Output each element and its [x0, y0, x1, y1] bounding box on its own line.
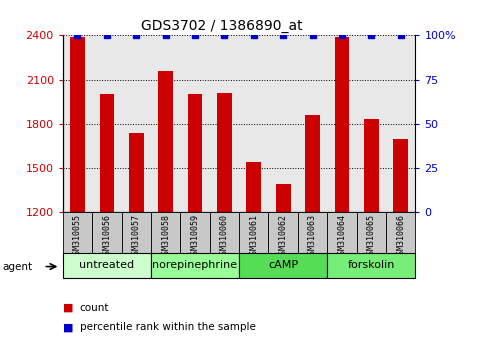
Text: percentile rank within the sample: percentile rank within the sample — [80, 322, 256, 332]
Text: GSM310062: GSM310062 — [279, 215, 288, 259]
Bar — [239, 253, 327, 278]
Bar — [158, 71, 173, 212]
Bar — [393, 139, 408, 212]
Text: untreated: untreated — [79, 261, 134, 270]
Text: GSM310066: GSM310066 — [396, 215, 405, 259]
Bar — [217, 93, 232, 212]
Bar — [129, 133, 143, 212]
Text: count: count — [80, 303, 109, 313]
Bar — [386, 212, 415, 253]
Bar — [70, 37, 85, 212]
Text: cAMP: cAMP — [268, 261, 298, 270]
Bar — [151, 212, 180, 253]
Bar — [122, 212, 151, 253]
Bar — [305, 115, 320, 212]
Bar — [364, 120, 379, 212]
Bar — [99, 95, 114, 212]
Text: ■: ■ — [63, 322, 73, 332]
Bar — [327, 212, 356, 253]
Text: GSM310059: GSM310059 — [190, 215, 199, 259]
Bar — [188, 95, 202, 212]
Text: GSM310064: GSM310064 — [338, 215, 346, 259]
Text: GSM310061: GSM310061 — [249, 215, 258, 259]
Text: GSM310060: GSM310060 — [220, 215, 229, 259]
Bar — [269, 212, 298, 253]
Text: GSM310058: GSM310058 — [161, 215, 170, 259]
Bar — [356, 212, 386, 253]
Text: GSM310056: GSM310056 — [102, 215, 112, 259]
Text: ■: ■ — [63, 303, 73, 313]
Text: GSM310055: GSM310055 — [73, 215, 82, 259]
Text: forskolin: forskolin — [348, 261, 395, 270]
Bar — [335, 37, 349, 212]
Bar — [63, 212, 92, 253]
Text: GSM310063: GSM310063 — [308, 215, 317, 259]
Bar — [180, 212, 210, 253]
Text: GSM310065: GSM310065 — [367, 215, 376, 259]
Bar — [92, 212, 122, 253]
Text: norepinephrine: norepinephrine — [153, 261, 238, 270]
Bar — [276, 184, 290, 212]
Bar — [298, 212, 327, 253]
Bar — [327, 253, 415, 278]
Text: agent: agent — [2, 262, 32, 272]
Bar — [239, 212, 269, 253]
Bar — [63, 253, 151, 278]
Bar — [246, 162, 261, 212]
Text: GDS3702 / 1386890_at: GDS3702 / 1386890_at — [142, 19, 303, 34]
Bar — [210, 212, 239, 253]
Bar — [151, 253, 239, 278]
Text: GSM310057: GSM310057 — [132, 215, 141, 259]
